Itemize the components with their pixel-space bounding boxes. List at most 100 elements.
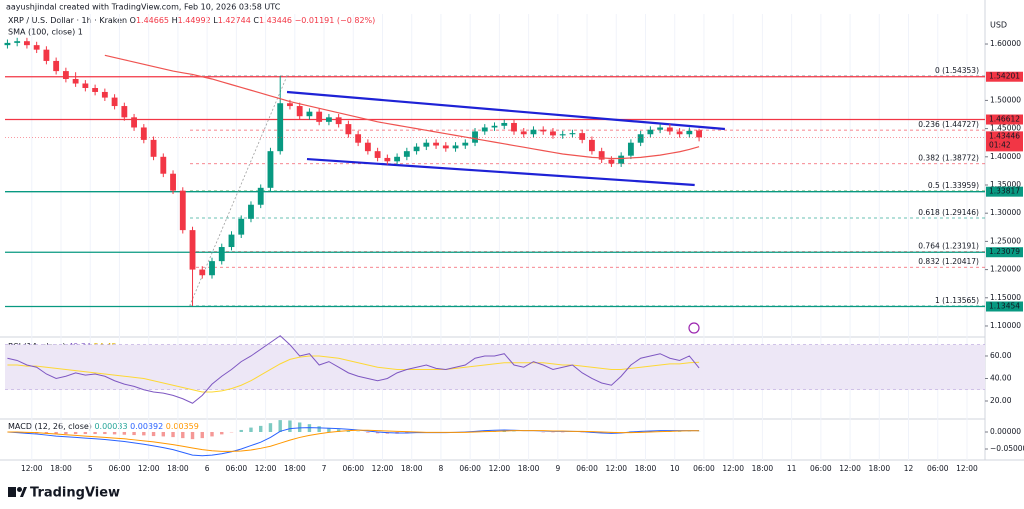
last-price-box	[986, 131, 1023, 152]
x-tick-label: 18:00	[868, 464, 890, 473]
candle-body	[111, 97, 118, 107]
x-tick-label: 06:00	[459, 464, 481, 473]
y-tick-label: −0.05000	[990, 444, 1024, 453]
histogram-bar	[171, 431, 175, 438]
candle-body	[384, 157, 391, 162]
x-tick-label: 06:00	[109, 464, 131, 473]
brand-logo: TradingView	[8, 486, 120, 501]
histogram-bar	[336, 429, 341, 432]
y-tick-label: 1.10000	[990, 321, 1021, 330]
candle-body	[345, 124, 352, 135]
histogram-bar	[103, 431, 107, 435]
histogram-bar	[54, 431, 58, 435]
histogram-bar	[268, 423, 273, 432]
x-tick-label: 18:00	[284, 464, 306, 473]
histogram-bar	[317, 426, 321, 432]
histogram-bar	[142, 431, 146, 436]
histogram-bar	[259, 425, 263, 432]
x-tick-label: 12:00	[956, 464, 978, 473]
candle-body	[355, 134, 362, 143]
ohlc-prefix: C	[253, 16, 259, 25]
candle-body	[413, 146, 420, 152]
candle-body	[131, 117, 137, 128]
legend-main: XRP / U.S. Dollar · 1h · Kraken O1.44665…	[8, 16, 375, 25]
candle-body	[296, 106, 303, 117]
brand-name: TradingView	[30, 486, 120, 501]
x-tick-label: 18:00	[50, 464, 72, 473]
y-tick-label: 0.00000	[990, 427, 1021, 436]
x-tick-label: 06:00	[576, 464, 598, 473]
candle-body	[14, 41, 21, 43]
candle-body	[579, 133, 586, 140]
change-label: −0.01191 (−0.82%)	[295, 16, 376, 25]
ohlc-close: 1.43446	[259, 16, 292, 25]
candle-body	[394, 156, 401, 162]
candle-body	[277, 103, 284, 152]
y-tick-label: 1.45000	[990, 124, 1021, 133]
x-tick-label: 7	[322, 464, 327, 473]
candle-body	[267, 151, 274, 188]
logo-shape	[20, 487, 27, 497]
y-tick-label: 1.20000	[990, 265, 1021, 274]
candle-body	[238, 218, 245, 235]
candle-body	[325, 117, 332, 122]
x-tick-label: 12:00	[255, 464, 277, 473]
indicator-line	[7, 335, 700, 404]
fib-label: 0.832 (1.20417)	[918, 257, 979, 266]
level-label-box	[986, 71, 1023, 82]
y-tick-label: 1.30000	[990, 208, 1021, 217]
candle-body	[666, 127, 673, 132]
candle-body	[33, 45, 40, 50]
histogram-bar	[239, 429, 243, 432]
y-tick-label: 1.15000	[990, 293, 1021, 302]
histogram-bar	[327, 427, 331, 432]
histogram-bar	[288, 420, 292, 432]
histogram-bar	[132, 431, 136, 436]
candle-body	[627, 142, 634, 156]
candle-body	[199, 269, 206, 276]
fib-label: 1 (1.13565)	[935, 296, 979, 305]
y-tick-label: 1.50000	[990, 95, 1021, 104]
fib-label: 0.5 (1.33959)	[928, 181, 979, 190]
candle-body	[160, 156, 167, 174]
x-tick-label: 18:00	[167, 464, 189, 473]
fib-label: 0.764 (1.23191)	[918, 242, 979, 251]
candle-body	[179, 190, 186, 231]
ohlc-open: 1.44665	[136, 16, 169, 25]
histogram-bar	[648, 430, 653, 432]
candle-body	[696, 130, 703, 138]
histogram-bar	[190, 431, 195, 440]
histogram-bar	[502, 430, 506, 432]
logo-shape	[8, 487, 16, 497]
candle-body	[53, 60, 60, 72]
histogram-bar	[64, 431, 68, 435]
x-tick-label: 06:00	[226, 464, 248, 473]
x-tick-label: 18:00	[752, 464, 774, 473]
candle-body	[647, 129, 654, 135]
trendline	[306, 157, 695, 187]
candle-body	[462, 142, 469, 146]
signal-value: 0.00359	[166, 422, 199, 431]
x-tick-label: 8	[439, 464, 444, 473]
candle-body	[618, 155, 625, 164]
ohlc-high: 1.44992	[178, 16, 211, 25]
candle-body	[4, 42, 11, 46]
histogram-bar	[200, 431, 204, 439]
x-tick-label: 6	[205, 464, 210, 473]
candle-body	[43, 49, 50, 61]
event-icon[interactable]	[688, 322, 700, 334]
candle-body	[140, 127, 147, 140]
candle-body	[530, 129, 537, 135]
candle-body	[403, 151, 410, 157]
x-tick-label: 06:00	[693, 464, 715, 473]
rsi-band	[5, 344, 985, 390]
candle-body	[316, 111, 323, 122]
candle-body	[481, 127, 488, 132]
candle-body	[287, 103, 293, 107]
candle-body	[540, 129, 547, 132]
y-tick-label: 1.25000	[990, 236, 1021, 245]
logo-shape	[17, 487, 22, 492]
y-tick-label: 40.00	[990, 373, 1012, 382]
